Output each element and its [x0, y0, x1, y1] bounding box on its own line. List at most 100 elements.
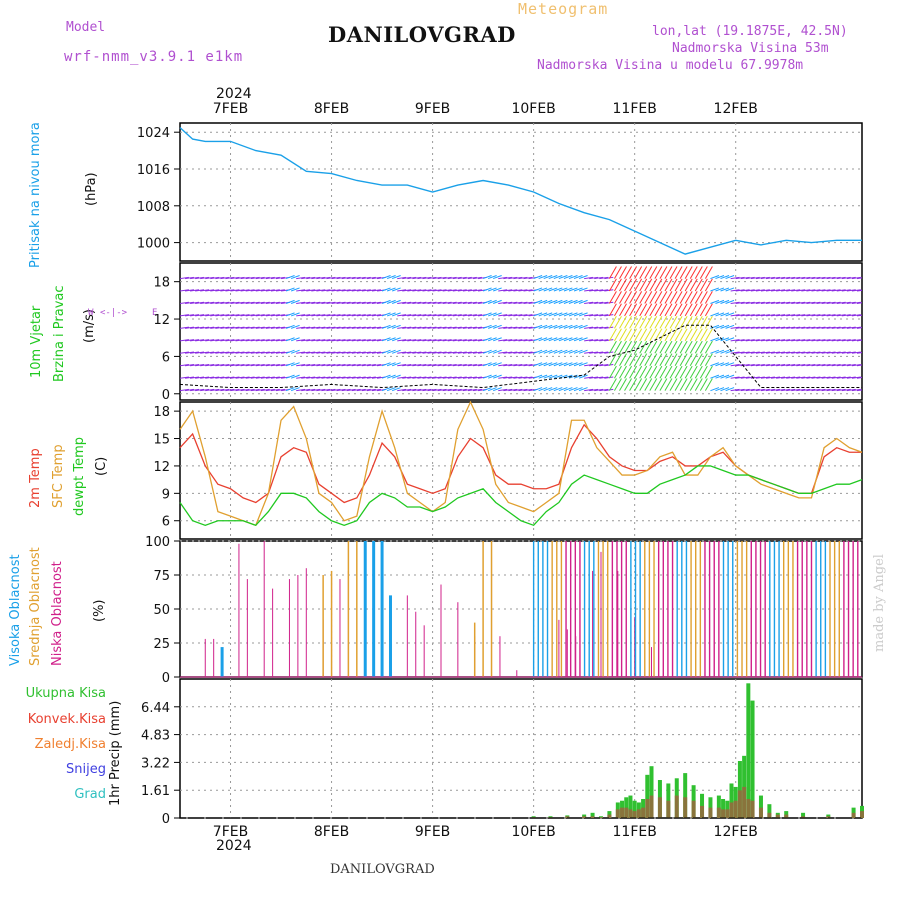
wind-barb [326, 376, 336, 379]
wind-barb [589, 364, 599, 367]
wind-barb [563, 362, 573, 367]
wind-barb [715, 349, 725, 354]
wind-barb [750, 289, 760, 292]
wind-barb [735, 301, 745, 304]
wind-barb [245, 339, 255, 342]
y-tick-label: 18 [153, 276, 170, 291]
wind-barb [366, 314, 376, 317]
wind-barb [316, 376, 326, 379]
precip-total-bar [645, 774, 650, 818]
wind-barb [265, 289, 275, 292]
wind-barb [841, 289, 851, 292]
wind-barb [589, 301, 599, 304]
wind-barb [220, 388, 230, 392]
precip-conv-bar [615, 809, 620, 818]
wind-barb [634, 378, 643, 391]
wind-barb [250, 339, 260, 342]
wind-barb [538, 275, 548, 280]
wind-barb [538, 374, 548, 379]
wind-barb [180, 289, 189, 292]
wind-barb [856, 389, 862, 392]
wind-barb [397, 301, 407, 304]
wind-barb [260, 376, 270, 379]
wind-barb [801, 301, 811, 304]
wind-barb [392, 299, 401, 304]
wind-barb [649, 340, 658, 354]
wind-barb [669, 316, 678, 329]
wind-barb [523, 376, 533, 379]
wind-barb [381, 349, 391, 354]
wind-barb [573, 299, 583, 304]
wind-barb [472, 339, 482, 342]
wind-barb [270, 301, 280, 304]
wind-barb [285, 299, 295, 304]
wind-barb [402, 351, 412, 354]
wind-barb [735, 351, 745, 354]
wind-barb [861, 290, 862, 292]
wind-barb [543, 349, 553, 354]
wind-barb [205, 351, 215, 354]
wind-barb [366, 326, 376, 329]
wind-barb [523, 289, 533, 292]
wind-barb [674, 266, 683, 279]
wind-barb [786, 339, 796, 342]
wind-barb [659, 303, 668, 317]
wind-barb [533, 387, 543, 392]
wind-barb [442, 351, 452, 354]
wind-barb [493, 299, 502, 304]
wind-barb [255, 289, 265, 292]
wind-barb [720, 362, 730, 367]
wind-barb [608, 316, 617, 329]
wind-barb [457, 388, 467, 392]
wind-barb [796, 289, 806, 292]
wind-barb [553, 299, 563, 304]
wind-barb [699, 316, 708, 329]
wind-barb [821, 276, 831, 280]
wind-barb [644, 328, 653, 342]
wind-barb [816, 276, 826, 280]
wind-barb [432, 301, 442, 304]
wind-barb [255, 351, 265, 354]
wind-barb [543, 387, 553, 392]
wind-barb [290, 374, 300, 379]
wind-barb [422, 326, 432, 329]
wind-barb [386, 349, 396, 354]
precip-total-bar [750, 700, 755, 818]
wind-barb [634, 278, 643, 292]
wind-barb [710, 324, 720, 329]
wind-barb [255, 314, 265, 317]
wind-barb [659, 328, 668, 342]
wind-barb [669, 365, 678, 379]
wind-barb [674, 378, 683, 391]
wind-barb [331, 388, 341, 392]
wind-barb [821, 339, 831, 342]
wind-barb [366, 364, 376, 367]
wind-barb [220, 289, 230, 292]
legend-total-precip: Ukupna Kisa [25, 686, 106, 701]
wind-barb [270, 289, 280, 292]
wind-barb [720, 337, 730, 342]
wind-barb [659, 278, 668, 292]
wind-barb [427, 276, 437, 280]
wind-barb [619, 278, 627, 292]
wind-barb [649, 378, 658, 391]
wind-barb [679, 353, 688, 366]
wind-barb [361, 326, 371, 329]
wind-barb [558, 275, 568, 280]
wind-barb [498, 339, 508, 342]
wind-barb [664, 328, 673, 342]
wind-barb [180, 339, 189, 342]
wind-barb [270, 364, 280, 367]
wind-barb [346, 364, 356, 367]
wind-barb [760, 364, 770, 367]
wind-barb [861, 365, 862, 366]
wind-barb [412, 388, 422, 392]
wind-barb [356, 314, 366, 317]
wind-barb [629, 316, 638, 329]
wind-barb [498, 276, 508, 280]
wind-barb [629, 328, 638, 342]
wind-barb [755, 276, 765, 280]
wind-barb [740, 364, 750, 367]
wind-barb [664, 291, 673, 304]
y-tick-label: 12 [153, 313, 170, 328]
